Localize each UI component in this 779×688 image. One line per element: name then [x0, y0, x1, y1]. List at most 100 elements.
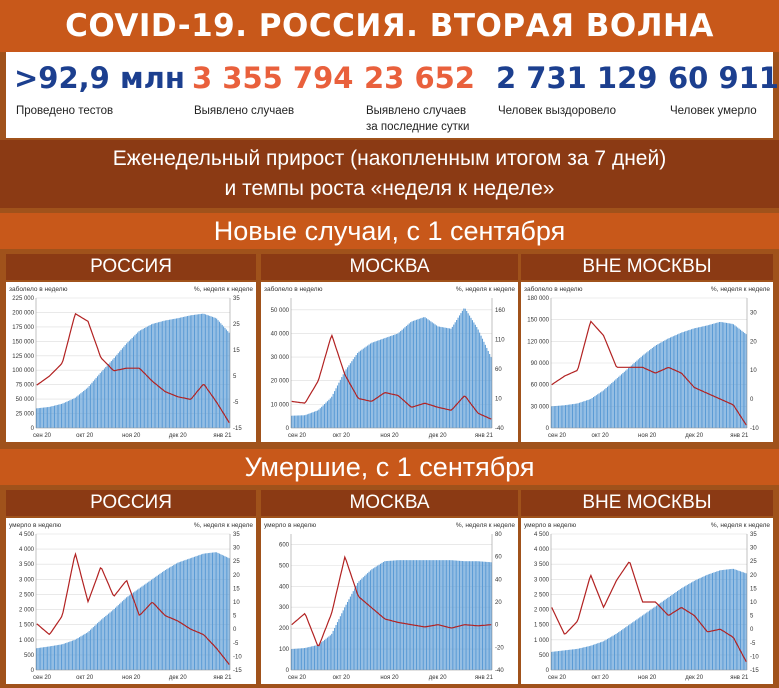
bar [91, 382, 93, 428]
bar [67, 400, 69, 428]
bar [643, 354, 645, 428]
bar [81, 635, 83, 670]
bar [293, 648, 295, 670]
bar [593, 644, 595, 670]
bar [408, 560, 410, 670]
stats-bar: >92,9 млн Проведено тестов 3 355 794 Выя… [6, 52, 779, 138]
bar [674, 592, 676, 670]
left-tick-label: 4 500 [534, 532, 550, 538]
bar [96, 623, 99, 670]
bar [470, 317, 472, 428]
bar [451, 326, 453, 428]
bar [410, 560, 412, 670]
bar [428, 320, 430, 428]
bar [407, 324, 409, 428]
bar [670, 337, 672, 428]
bar [155, 576, 157, 670]
bar [469, 561, 471, 670]
right-tick-label: 110 [495, 337, 505, 343]
bar [218, 553, 220, 670]
bar [632, 364, 634, 428]
bar [378, 340, 380, 428]
right-tick-label: 5 [750, 614, 754, 620]
bar [77, 637, 79, 670]
bar [338, 619, 340, 670]
bar [348, 599, 350, 670]
bar [311, 646, 313, 670]
bar [622, 373, 624, 428]
subtitle-line-1: Еженедельный прирост (накопленным итогом… [112, 147, 667, 170]
bar [570, 404, 572, 428]
bar [220, 323, 222, 428]
bar [152, 578, 154, 670]
bar [216, 552, 218, 670]
bar [339, 616, 341, 670]
bar [88, 631, 90, 670]
bar [225, 329, 227, 428]
bar [664, 599, 666, 670]
bar [364, 575, 366, 670]
bar [471, 561, 473, 670]
bar [157, 322, 159, 428]
bar [674, 335, 676, 428]
bar [558, 651, 560, 670]
bar [163, 320, 165, 428]
bar [565, 650, 567, 670]
bar [98, 621, 100, 670]
bar [336, 385, 339, 428]
bar [672, 593, 674, 670]
bar [553, 651, 555, 670]
right-axis-label: %, неделя к неделе [194, 286, 253, 293]
bar [41, 647, 43, 670]
bar [450, 328, 452, 428]
bar [647, 351, 649, 428]
right-tick-label: -15 [233, 426, 242, 432]
bar [191, 315, 193, 428]
bar [342, 374, 344, 428]
bar [117, 353, 119, 428]
bar [139, 330, 141, 428]
bar [106, 365, 108, 428]
bar [334, 627, 336, 670]
bar [440, 560, 442, 670]
bar [724, 322, 726, 428]
bar [586, 400, 588, 428]
right-tick-label: 80 [495, 532, 502, 538]
bar [103, 617, 105, 670]
left-tick-label: 150 000 [527, 318, 549, 324]
bar [742, 331, 744, 428]
bar [639, 358, 641, 428]
right-axis-label: %, неделя к неделе [194, 522, 253, 529]
bar [447, 328, 449, 428]
bar [604, 640, 606, 670]
bar [661, 601, 663, 670]
bar [390, 560, 392, 670]
bar [295, 415, 297, 428]
bar [109, 612, 111, 670]
bar [689, 329, 691, 428]
bar [352, 591, 354, 670]
x-tick-label: сен 20 [548, 675, 567, 681]
right-axis-label: %, неделя к неделе [711, 286, 770, 293]
bar [467, 561, 469, 670]
bar [66, 642, 68, 670]
bar [169, 567, 171, 670]
bar [193, 556, 196, 670]
bar [587, 399, 589, 428]
bar [313, 645, 316, 670]
bar [178, 317, 180, 428]
bar [723, 569, 725, 670]
bar [424, 317, 426, 428]
bar [119, 351, 121, 428]
left-tick-label: 60 000 [531, 383, 550, 389]
bar [451, 560, 453, 670]
bar [421, 560, 423, 670]
bar [727, 323, 729, 428]
bar [733, 324, 735, 428]
bar [573, 403, 575, 428]
bar [483, 561, 485, 670]
bar [390, 336, 392, 428]
chart-deaths-outside: умерло в неделю %, неделя к неделе 0 500 1 0… [521, 518, 773, 684]
stat-cases-label: Выявлено случаев [194, 105, 295, 117]
bar [175, 318, 177, 428]
